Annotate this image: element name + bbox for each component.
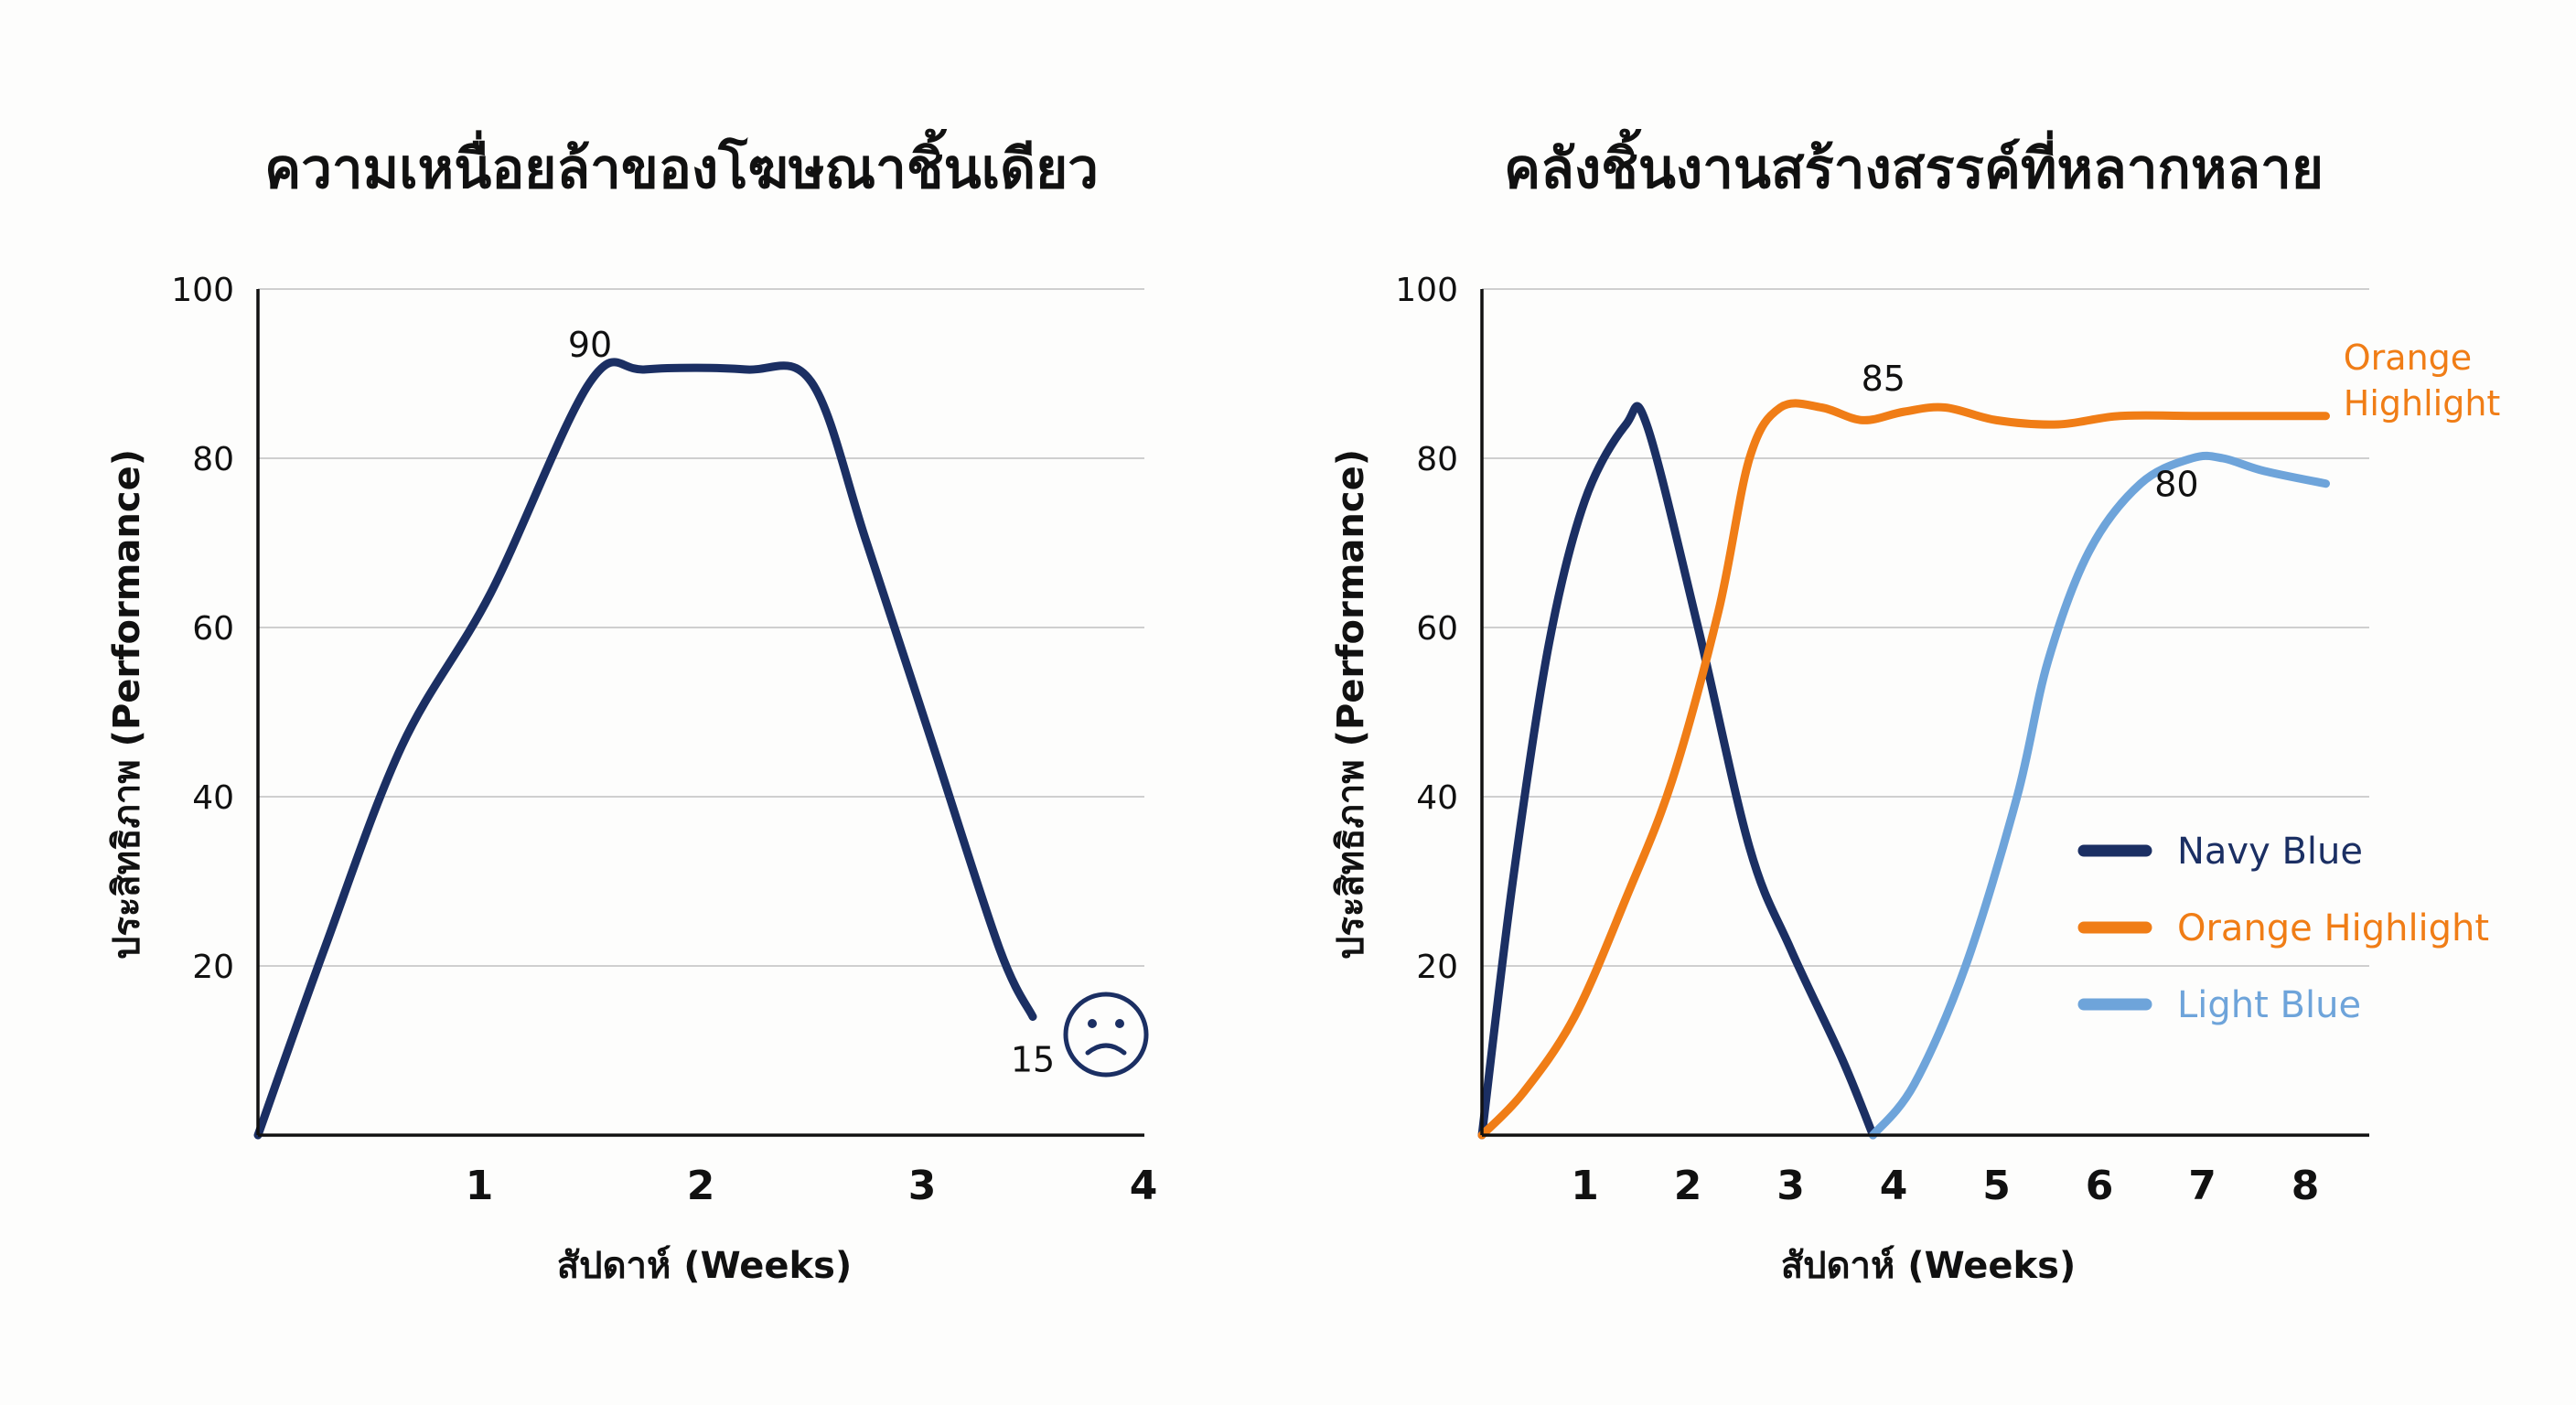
legend-label-orange-highlight: Orange Highlight bbox=[2177, 907, 2489, 949]
x-tick-label: 8 bbox=[2292, 1163, 2320, 1209]
series-end-label: Orange Highlight bbox=[2344, 338, 2501, 424]
y-tick-labels: 20 40 60 80 100 bbox=[171, 272, 234, 986]
data-label: 85 bbox=[1862, 359, 1905, 399]
y-tick-label: 60 bbox=[1416, 610, 1458, 648]
series-lines bbox=[253, 358, 1037, 1140]
y-tick-label: 60 bbox=[192, 610, 234, 648]
x-tick-label: 3 bbox=[1776, 1163, 1805, 1209]
series-line-orange-highlight bbox=[1477, 399, 2330, 1140]
series-line-navy-blue bbox=[1477, 402, 1877, 1140]
annotations: 90 15 bbox=[568, 325, 1055, 1080]
x-axis-title: สัปดาห์ (Weeks) bbox=[1781, 1245, 2076, 1287]
y-axis-title: ประสิทธิภาพ (Performance) bbox=[1330, 449, 1372, 960]
x-tick-label: 2 bbox=[687, 1163, 715, 1209]
y-axis-title: ประสิทธิภาพ (Performance) bbox=[106, 449, 148, 960]
annotations: 85 80 Orange Highlight bbox=[1862, 338, 2501, 505]
x-tick-label: 4 bbox=[1880, 1163, 1908, 1209]
chart-title: คลังชิ้นงานสร้างสรรค์ที่หลากหลาย bbox=[1504, 128, 2324, 201]
x-tick-label: 6 bbox=[2086, 1163, 2114, 1209]
y-tick-label: 80 bbox=[192, 441, 234, 478]
legend-label-navy-blue: Navy Blue bbox=[2177, 831, 2363, 873]
single-ad-fatigue-chart: ความเหนื่อยล้าของโฆษณาชิ้นเดียว 20 40 60 80… bbox=[106, 128, 1157, 1287]
y-tick-label: 40 bbox=[1416, 779, 1458, 817]
x-axis-title: สัปดาห์ (Weeks) bbox=[557, 1245, 852, 1287]
legend: Navy Blue Orange Highlight Light Blue bbox=[2077, 831, 2489, 1026]
y-tick-label: 20 bbox=[1416, 949, 1458, 986]
x-tick-labels: 1 2 3 4 5 6 7 8 bbox=[1571, 1163, 2319, 1209]
y-tick-label: 40 bbox=[192, 779, 234, 817]
sad-face-icon bbox=[1063, 992, 1149, 1078]
y-tick-label: 100 bbox=[1395, 272, 1458, 309]
x-tick-labels: 1 2 3 4 bbox=[466, 1163, 1158, 1209]
y-tick-label: 20 bbox=[192, 949, 234, 986]
gridlines bbox=[258, 288, 1144, 967]
y-tick-label: 100 bbox=[171, 272, 234, 309]
data-label: 80 bbox=[2154, 465, 2198, 505]
data-label: 15 bbox=[1011, 1040, 1055, 1080]
x-tick-label: 2 bbox=[1674, 1163, 1702, 1209]
x-tick-label: 7 bbox=[2188, 1163, 2216, 1209]
x-tick-label: 1 bbox=[1571, 1163, 1599, 1209]
data-label: 90 bbox=[568, 325, 612, 365]
y-tick-labels: 20 40 60 80 100 bbox=[1395, 272, 1458, 986]
x-tick-label: 3 bbox=[908, 1163, 937, 1209]
x-tick-label: 4 bbox=[1130, 1163, 1158, 1209]
y-tick-label: 80 bbox=[1416, 441, 1458, 478]
x-tick-label: 1 bbox=[466, 1163, 494, 1209]
chart-title: ความเหนื่อยล้าของโฆษณาชิ้นเดียว bbox=[264, 128, 1099, 201]
x-tick-label: 5 bbox=[1982, 1163, 2011, 1209]
series-line-light-blue bbox=[1869, 451, 2330, 1140]
legend-label-light-blue: Light Blue bbox=[2177, 984, 2361, 1026]
series-lines bbox=[1477, 399, 2330, 1140]
series-line bbox=[253, 358, 1037, 1140]
diverse-creative-library-chart: คลังชิ้นงานสร้างสรรค์ที่หลากหลาย 20 40 60 8… bbox=[1330, 128, 2500, 1287]
